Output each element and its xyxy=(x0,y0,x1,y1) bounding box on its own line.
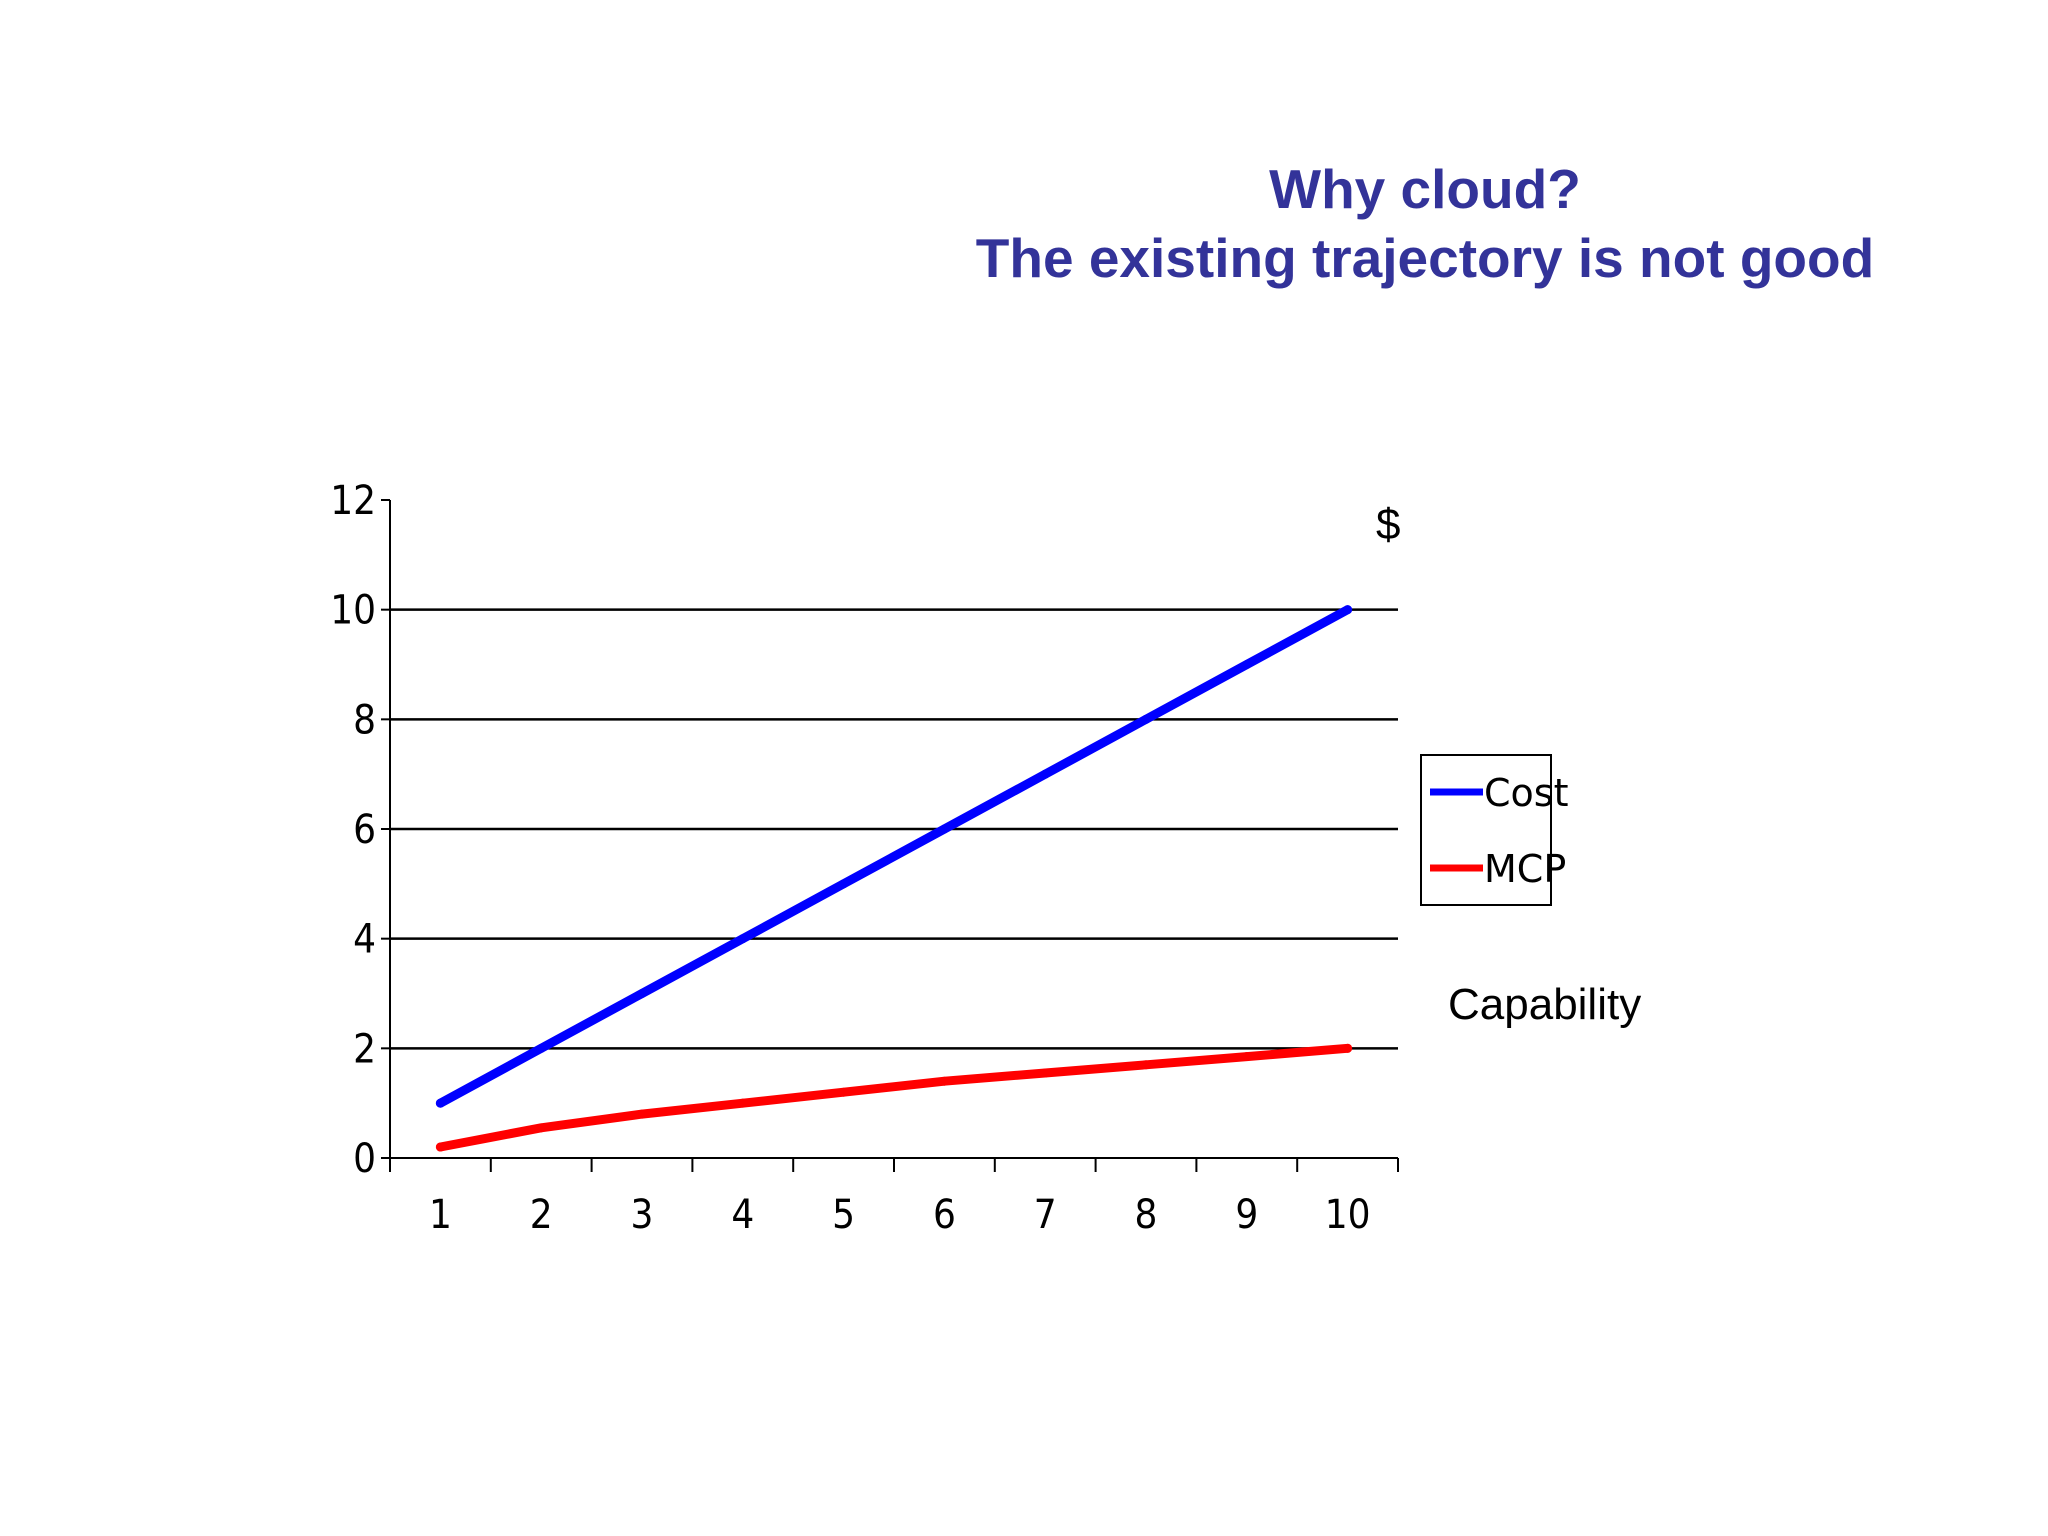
x-tick-label-1: 1 xyxy=(429,1192,452,1238)
y-tick-label-12: 12 xyxy=(330,478,376,524)
data-point-cost-10 xyxy=(1343,605,1353,615)
x-tick-label-3: 3 xyxy=(631,1192,654,1238)
data-point-mcp-6 xyxy=(939,1076,949,1086)
data-point-mcp-3 xyxy=(637,1109,647,1119)
data-point-cost-6 xyxy=(939,824,949,834)
legend-box xyxy=(1420,754,1552,906)
legend: Cost MCP xyxy=(1420,754,1568,906)
data-point-cost-2 xyxy=(536,1043,546,1053)
data-point-mcp-2 xyxy=(536,1123,546,1133)
x-tick-label-4: 4 xyxy=(731,1192,754,1238)
data-point-cost-5 xyxy=(839,879,849,889)
gridlines xyxy=(390,608,1398,1050)
x-tick-label-7: 7 xyxy=(1034,1192,1057,1238)
data-point-mcp-8 xyxy=(1141,1060,1151,1070)
data-point-mcp-1 xyxy=(435,1142,445,1152)
slide-title: Why cloud? The existing trajectory is no… xyxy=(950,155,1900,293)
y-tick-label-0: 0 xyxy=(353,1136,376,1182)
data-point-mcp-7 xyxy=(1040,1068,1050,1078)
data-point-cost-9 xyxy=(1242,660,1252,669)
x-tick-label-2: 2 xyxy=(530,1192,553,1238)
x-tick-label-9: 9 xyxy=(1235,1192,1258,1238)
y-tick-label-4: 4 xyxy=(353,917,376,963)
y-tick-label-2: 2 xyxy=(353,1026,376,1072)
series-line-cost xyxy=(435,605,1353,1108)
legend-label-mcp: MCP xyxy=(1484,847,1566,891)
data-point-mcp-10 xyxy=(1343,1043,1353,1053)
x-tick-label-10: 10 xyxy=(1325,1192,1371,1238)
y-tick-label-6: 6 xyxy=(353,807,376,853)
y-tick-label-8: 8 xyxy=(353,697,376,743)
x-axis-label: Capability xyxy=(1448,980,1642,1029)
data-point-cost-7 xyxy=(1040,769,1050,779)
data-point-mcp-9 xyxy=(1242,1052,1252,1062)
y-unit-label: $ xyxy=(1376,500,1401,549)
y-tick-label-10: 10 xyxy=(330,588,376,634)
title-line-1: Why cloud? xyxy=(1269,158,1581,220)
data-point-cost-8 xyxy=(1141,714,1151,724)
title-line-2: The existing trajectory is not good xyxy=(975,227,1875,289)
data-point-mcp-4 xyxy=(738,1098,748,1108)
x-tick-label-6: 6 xyxy=(933,1192,956,1238)
data-point-cost-4 xyxy=(738,934,748,944)
data-point-cost-1 xyxy=(435,1098,445,1108)
data-point-mcp-5 xyxy=(839,1087,849,1097)
x-tick-label-8: 8 xyxy=(1135,1192,1158,1238)
x-tick-label-5: 5 xyxy=(832,1192,855,1238)
series-line-mcp xyxy=(435,1043,1353,1152)
data-point-cost-3 xyxy=(637,989,647,998)
series-lines xyxy=(435,605,1353,1152)
legend-label-cost: Cost xyxy=(1484,771,1568,815)
